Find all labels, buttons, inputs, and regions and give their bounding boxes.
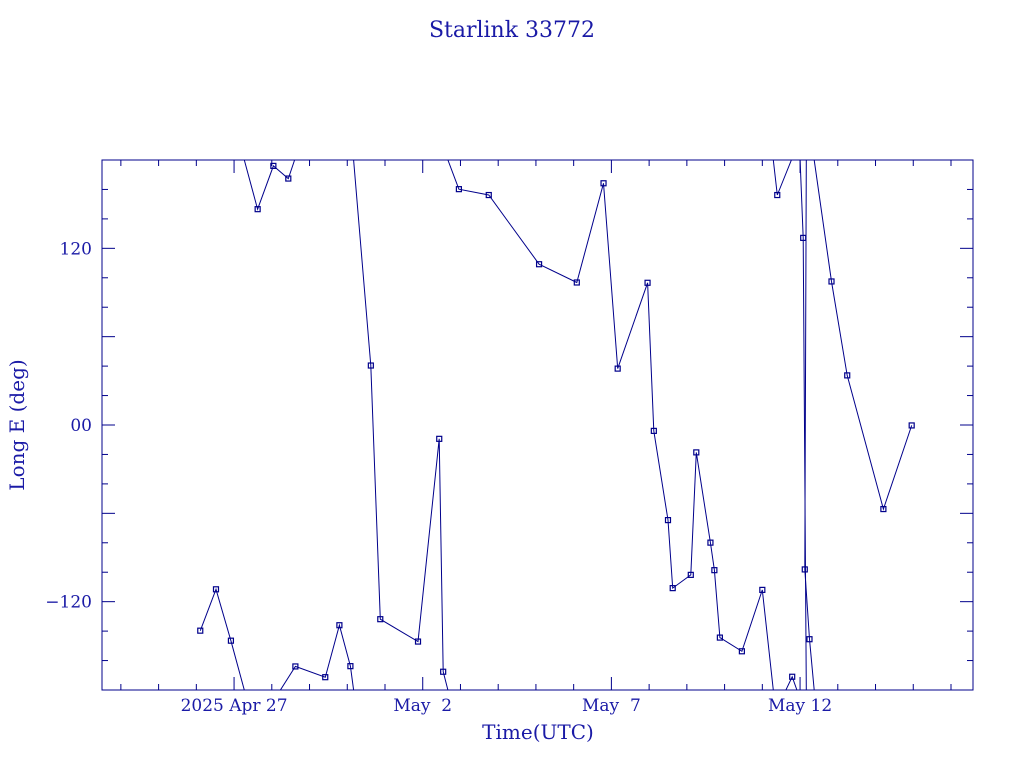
chart-title: Starlink 33772 [429, 18, 595, 43]
data-point [828, 278, 835, 285]
data-point [774, 191, 781, 199]
x-tick-label: May 12 [768, 696, 832, 716]
data-point [600, 180, 607, 187]
data-point [197, 627, 204, 634]
series-line [813, 160, 913, 511]
data-point [377, 616, 384, 623]
data-point [455, 186, 462, 193]
data-point [738, 648, 745, 655]
data-point [707, 539, 714, 546]
data-point [716, 634, 723, 641]
data-point [270, 162, 277, 169]
data-point [414, 638, 422, 645]
y-axis-label: Long E (deg) [5, 359, 29, 490]
series-line [279, 623, 355, 690]
data-point [292, 663, 299, 670]
data-point [789, 673, 796, 680]
tick-labels: 2025 Apr 27 May 2 May 7 May 12 −120 00 120 [45, 239, 832, 716]
y-tick-label: 00 [70, 416, 92, 436]
series-line [199, 587, 245, 690]
data-point [573, 279, 580, 286]
data-point [535, 261, 543, 268]
data-point [254, 206, 261, 213]
data-point [336, 622, 343, 629]
x-tick-label: 2025 Apr 27 [181, 696, 288, 716]
series-line [243, 160, 296, 211]
y-tick-label: 120 [60, 239, 92, 259]
data-point [644, 279, 651, 286]
x-axis-label: Time(UTC) [482, 720, 594, 744]
data-point [436, 435, 443, 442]
series-line [353, 160, 449, 690]
data-point [322, 674, 329, 681]
data-point [440, 668, 447, 675]
data-point [880, 505, 887, 513]
data-point [693, 449, 700, 456]
data-point [614, 365, 621, 372]
data-point [801, 566, 808, 573]
data-point [227, 637, 235, 644]
data-point [212, 586, 220, 593]
data-point [800, 234, 807, 241]
data-point [687, 571, 694, 578]
series-layer [197, 160, 915, 690]
plot-frame [101, 159, 974, 691]
series-line [804, 160, 815, 690]
data-point [347, 663, 354, 670]
series-line [772, 160, 792, 196]
data-point [664, 517, 672, 524]
axis-ticks [102, 159, 973, 691]
x-tick-label: May 2 [393, 696, 452, 716]
series-line [447, 160, 774, 690]
data-point [844, 372, 851, 379]
data-point [485, 191, 492, 199]
data-point [367, 362, 374, 369]
data-point [806, 636, 813, 643]
data-point [711, 567, 718, 574]
y-tick-label: −120 [45, 593, 92, 613]
data-point [908, 422, 915, 429]
data-point [285, 175, 292, 182]
x-tick-label: May 7 [582, 696, 641, 716]
series-line [785, 675, 798, 690]
data-point [650, 427, 657, 434]
data-point [669, 585, 676, 592]
data-point [759, 586, 766, 593]
